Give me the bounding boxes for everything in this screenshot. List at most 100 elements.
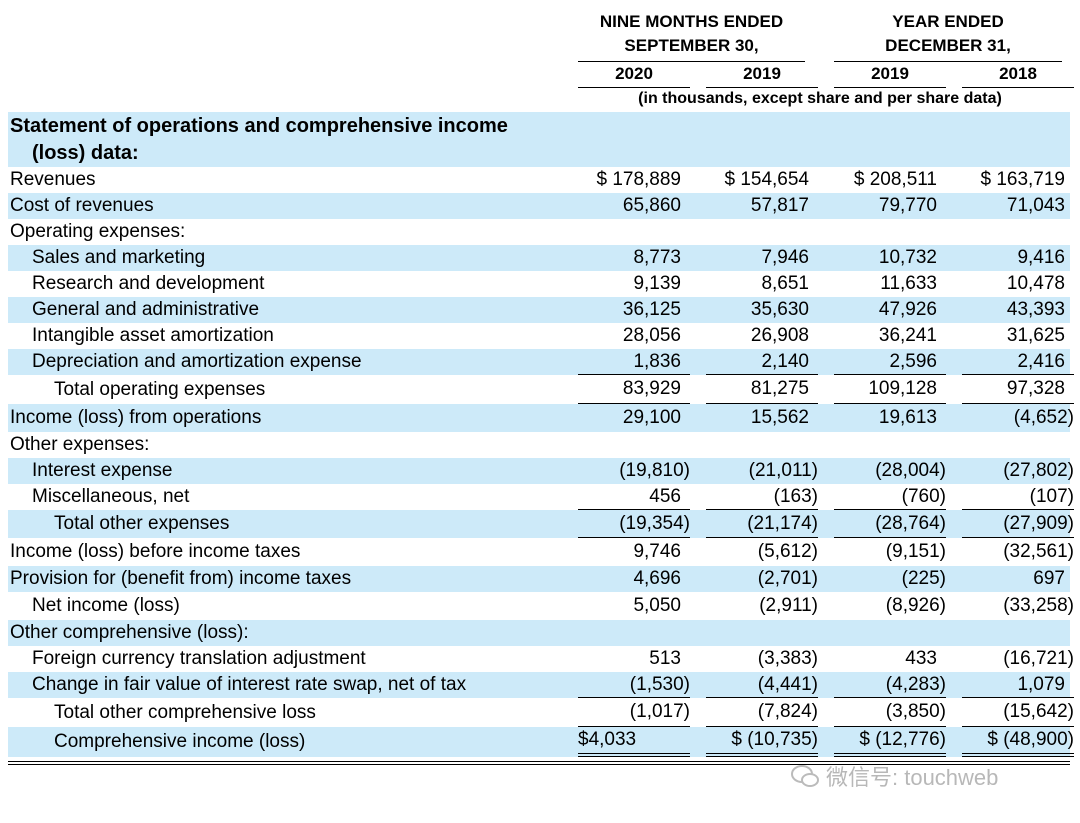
value-cell: (5,612) (706, 538, 818, 566)
value: 15,562 (750, 407, 809, 428)
row-label: Miscellaneous, net (32, 486, 190, 507)
wechat-icon (791, 765, 819, 787)
value-cell: (7,824) (706, 698, 818, 727)
value-cell: 29,100 (578, 404, 690, 432)
value-cell (962, 112, 1074, 167)
table-row: Cost of revenues 65,860 57,817 79,770 71,043 (8, 193, 1070, 219)
group-header: YEAR ENDED (892, 12, 1004, 31)
table-row: Other expenses: (8, 432, 1070, 458)
value-cell: (107) (962, 484, 1074, 510)
value: 7,946 (761, 247, 809, 268)
table-row: Income (loss) from operations 29,100 15,56… (8, 404, 1074, 432)
value: (27,909) (1003, 512, 1074, 534)
value-cell: 83,929 (578, 375, 690, 404)
value: 10,732 (878, 247, 937, 268)
table-row: Research and development 9,139 8,651 11,633… (8, 271, 1070, 297)
value-cell: (4,441) (706, 672, 818, 698)
value-cell: 4,696 (578, 566, 690, 592)
unit-note: (in thousands, except share and per shar… (638, 90, 1002, 107)
row-label: Income (loss) before income taxes (10, 541, 301, 562)
value: $ (10,735) (731, 729, 818, 750)
group-header: SEPTEMBER 30, (624, 36, 759, 55)
value: (15,642) (1003, 701, 1074, 722)
value-cell: 9,746 (578, 538, 690, 566)
value-cell: 513 (578, 646, 690, 672)
value-cell: (21,011) (706, 458, 818, 484)
value-cell: 36,241 (834, 323, 946, 349)
value-cell: 26,908 (706, 323, 818, 349)
year-header: 2018 (999, 64, 1037, 83)
value: 2,140 (761, 350, 809, 372)
value-cell: (27,909) (962, 510, 1074, 538)
value-cell: (760) (834, 484, 946, 510)
row-label: Change in fair value of interest rate sw… (32, 674, 467, 695)
value: 1,079 (1017, 673, 1065, 695)
row-label: Revenues (10, 169, 96, 190)
value-cell: $ 163,719 (962, 167, 1074, 193)
value-cell (578, 219, 690, 245)
value-cell: 47,926 (834, 297, 946, 323)
table-row: Sales and marketing 8,773 7,946 10,732 9,416 (8, 245, 1070, 271)
table-row: Total other comprehensive loss (1,017) (7,… (8, 698, 1074, 727)
value-cell: (21,174) (706, 510, 818, 538)
value: 28,056 (622, 325, 681, 346)
value-cell: 19,613 (834, 404, 946, 432)
row-label: Total other expenses (54, 513, 230, 534)
value: 1,836 (633, 350, 681, 372)
value-cell: (1,017) (578, 698, 690, 727)
value-cell: (28,004) (834, 458, 946, 484)
row-label: Income (loss) from operations (10, 407, 262, 428)
table-row: Net income (loss) 5,050 (2,911) (8,926) (33,… (8, 592, 1074, 620)
group-header: DECEMBER 31, (885, 36, 1011, 55)
table-row: General and administrative 36,125 35,630 47… (8, 297, 1070, 323)
value-cell: 97,328 (962, 375, 1074, 404)
value: 513 (649, 648, 681, 669)
row-label: Comprehensive income (loss) (54, 731, 306, 752)
value-cell (962, 620, 1074, 646)
table-row: Interest expense (19,810) (21,011) (28,004)… (8, 458, 1074, 484)
value: (1,530) (629, 673, 690, 695)
value-cell: 71,043 (962, 193, 1074, 219)
header-rule (834, 87, 946, 88)
value: (32,561) (1003, 541, 1074, 562)
value: (28,764) (875, 512, 946, 534)
value-cell: 43,393 (962, 297, 1074, 323)
row-label: Cost of revenues (10, 195, 154, 216)
row-label: Total operating expenses (54, 378, 266, 400)
header-rule (834, 61, 1062, 62)
value-cell: 10,478 (962, 271, 1074, 297)
value-cell: 1,836 (578, 349, 690, 375)
value-cell: 79,770 (834, 193, 946, 219)
value: (16,721) (1003, 648, 1074, 669)
year-header: 2020 (615, 64, 653, 83)
value-cell: 9,416 (962, 245, 1074, 271)
value-cell (834, 620, 946, 646)
value: 57,817 (750, 195, 809, 216)
table-row: Provision for (benefit from) income taxe… (8, 566, 1070, 592)
row-label: Foreign currency translation adjustment (32, 648, 366, 669)
value: 83,929 (622, 378, 681, 399)
value: 97,328 (1006, 378, 1065, 399)
value: (7,824) (757, 701, 818, 722)
value-cell (578, 620, 690, 646)
value-cell: 2,140 (706, 349, 818, 375)
table-row: Income (loss) before income taxes 9,746 (5… (8, 538, 1074, 566)
value-cell (834, 432, 946, 458)
value: (19,810) (619, 460, 690, 481)
value: 47,926 (878, 299, 937, 320)
year-header: 2019 (743, 64, 781, 83)
value-cell: (2,911) (706, 592, 818, 620)
value: 79,770 (878, 195, 937, 216)
value-cell: 5,050 (578, 592, 690, 620)
value-cell: $ (10,735) (706, 727, 818, 757)
value-cell (578, 432, 690, 458)
value-cell: (8,926) (834, 592, 946, 620)
value: 43,393 (1006, 299, 1065, 320)
value: (21,174) (747, 512, 818, 534)
value: (5,612) (757, 541, 818, 562)
value: 9,746 (633, 541, 681, 562)
value-cell: (15,642) (962, 698, 1074, 727)
value-cell: (16,721) (962, 646, 1074, 672)
value: 11,633 (880, 273, 937, 294)
table-row: Total operating expenses 83,929 81,275 109,… (8, 375, 1074, 404)
